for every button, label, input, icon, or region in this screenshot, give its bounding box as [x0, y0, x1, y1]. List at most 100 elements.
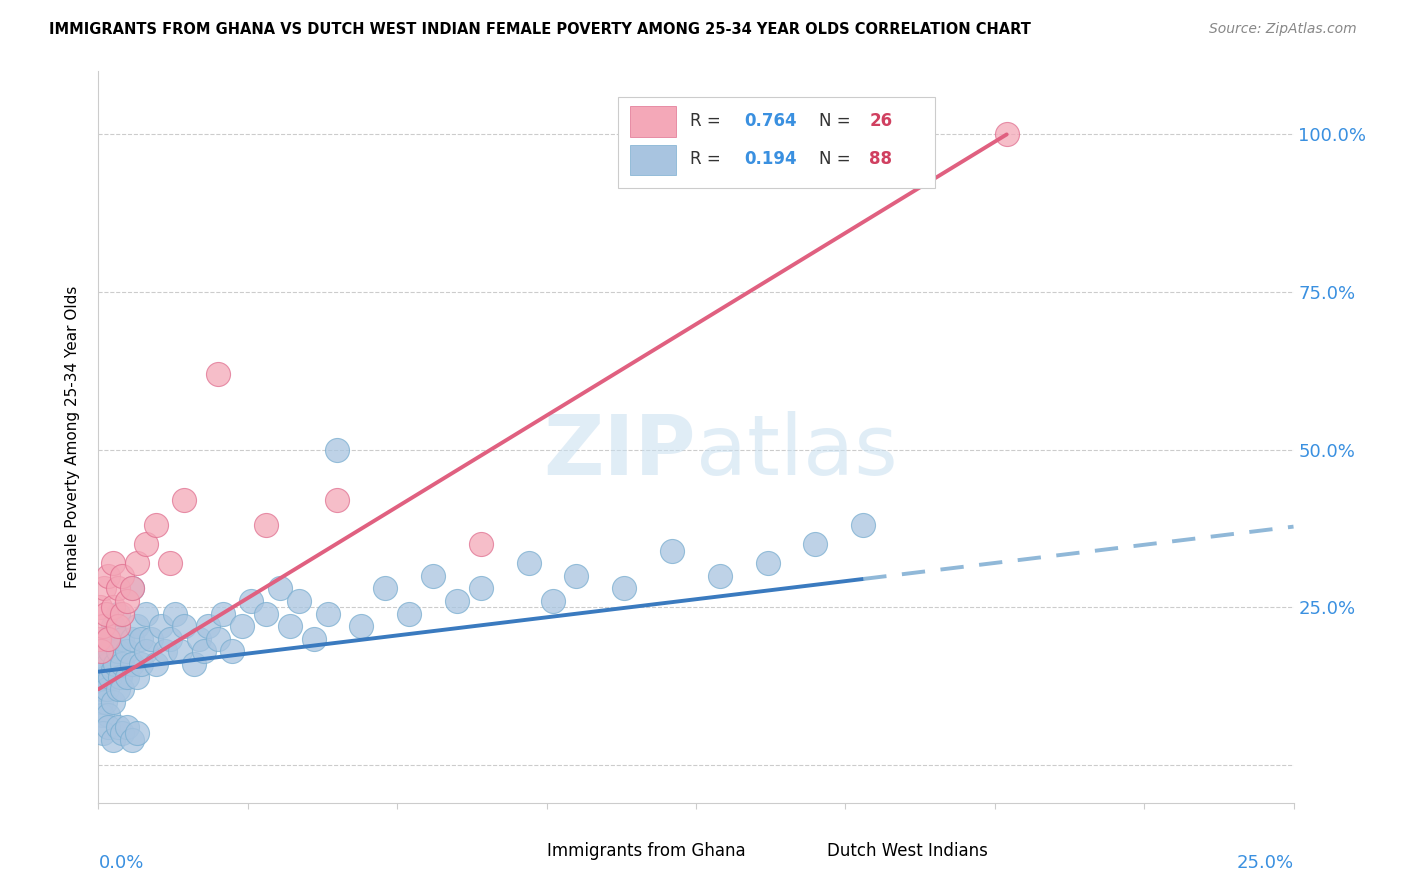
Point — [422, 569, 444, 583]
Point — [101, 600, 124, 615]
Point — [155, 644, 177, 658]
Point — [107, 644, 129, 658]
Point — [302, 632, 325, 646]
Text: 26: 26 — [869, 112, 893, 130]
Point — [350, 619, 373, 633]
Point — [183, 657, 205, 671]
Point — [111, 726, 134, 740]
Point — [135, 537, 157, 551]
FancyBboxPatch shape — [630, 106, 676, 137]
Point — [94, 607, 117, 621]
Point — [149, 619, 172, 633]
Point — [90, 670, 112, 684]
Point — [89, 644, 111, 658]
Point — [89, 600, 111, 615]
Point — [101, 619, 124, 633]
Point — [125, 556, 148, 570]
Point — [398, 607, 420, 621]
Point — [131, 632, 153, 646]
Point — [159, 632, 181, 646]
Point — [89, 664, 111, 678]
Point — [101, 664, 124, 678]
Text: 0.764: 0.764 — [744, 112, 796, 130]
Point — [193, 644, 215, 658]
Point — [804, 537, 827, 551]
Point — [93, 582, 115, 596]
FancyBboxPatch shape — [630, 145, 676, 175]
Point — [107, 682, 129, 697]
Point — [470, 582, 492, 596]
Point — [139, 632, 162, 646]
Point — [173, 619, 195, 633]
Point — [207, 632, 229, 646]
Point — [90, 695, 112, 709]
Point — [316, 607, 339, 621]
Point — [101, 695, 124, 709]
Point — [91, 632, 114, 646]
Point — [91, 657, 114, 671]
Point — [111, 657, 134, 671]
Point — [107, 607, 129, 621]
Point — [517, 556, 540, 570]
Point — [995, 128, 1018, 142]
Point — [97, 657, 120, 671]
Point — [173, 493, 195, 508]
Point — [163, 607, 186, 621]
Text: ZIP: ZIP — [544, 411, 696, 492]
Point — [90, 644, 112, 658]
Point — [145, 657, 167, 671]
Point — [111, 632, 134, 646]
Text: 25.0%: 25.0% — [1236, 854, 1294, 872]
Point — [288, 594, 311, 608]
Point — [470, 537, 492, 551]
Point — [374, 582, 396, 596]
Point — [97, 707, 120, 722]
Point — [98, 644, 122, 658]
Text: R =: R = — [690, 112, 725, 130]
Point — [121, 632, 143, 646]
Point — [107, 619, 129, 633]
Point — [145, 518, 167, 533]
Text: N =: N = — [820, 112, 856, 130]
Point — [93, 664, 115, 678]
Point — [107, 720, 129, 734]
FancyBboxPatch shape — [619, 97, 935, 188]
Point — [121, 657, 143, 671]
Point — [89, 632, 111, 646]
Point — [94, 670, 117, 684]
Y-axis label: Female Poverty Among 25-34 Year Olds: Female Poverty Among 25-34 Year Olds — [65, 286, 80, 588]
Point — [565, 569, 588, 583]
Point — [91, 619, 114, 633]
Point — [94, 644, 117, 658]
Point — [852, 518, 875, 533]
Point — [97, 720, 120, 734]
Point — [125, 670, 148, 684]
Point — [101, 556, 124, 570]
Point — [91, 682, 114, 697]
Text: N =: N = — [820, 150, 856, 168]
FancyBboxPatch shape — [773, 838, 817, 865]
Point — [169, 644, 191, 658]
Point — [115, 644, 138, 658]
Point — [135, 607, 157, 621]
Point — [131, 657, 153, 671]
Point — [197, 619, 219, 633]
Text: 88: 88 — [869, 150, 893, 168]
Point — [231, 619, 253, 633]
Point — [159, 556, 181, 570]
Point — [211, 607, 233, 621]
Text: Dutch West Indians: Dutch West Indians — [827, 842, 988, 860]
Text: R =: R = — [690, 150, 725, 168]
Point — [709, 569, 731, 583]
Point — [97, 632, 120, 646]
Point — [278, 619, 301, 633]
Text: IMMIGRANTS FROM GHANA VS DUTCH WEST INDIAN FEMALE POVERTY AMONG 25-34 YEAR OLDS : IMMIGRANTS FROM GHANA VS DUTCH WEST INDI… — [49, 22, 1031, 37]
Point — [121, 582, 143, 596]
Point — [541, 594, 564, 608]
Text: Immigrants from Ghana: Immigrants from Ghana — [547, 842, 745, 860]
Point — [121, 732, 143, 747]
Text: Source: ZipAtlas.com: Source: ZipAtlas.com — [1209, 22, 1357, 37]
Point — [661, 543, 683, 558]
Text: 0.0%: 0.0% — [98, 854, 143, 872]
Point — [115, 720, 138, 734]
